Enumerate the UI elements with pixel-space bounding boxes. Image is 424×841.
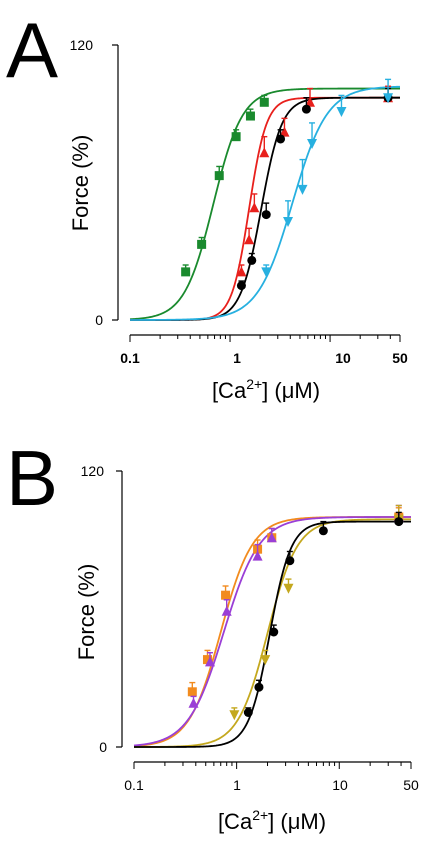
y-tick-label-top: 120 bbox=[81, 463, 105, 479]
data-point-3-4 bbox=[318, 526, 328, 536]
data-point-1-5 bbox=[305, 96, 316, 107]
data-point-1-2 bbox=[249, 202, 260, 213]
data-point-2-0 bbox=[229, 710, 240, 721]
data-point-2-1 bbox=[260, 655, 271, 666]
data-point-0-0 bbox=[187, 687, 197, 697]
x-tick-label-1: 1 bbox=[233, 350, 241, 366]
x-tick-label-1: 1 bbox=[233, 777, 241, 793]
fit-curve-1 bbox=[133, 516, 411, 747]
panel-letter-b: B bbox=[6, 434, 58, 522]
data-point-1-3 bbox=[259, 147, 270, 158]
y-tick-label-bottom: 0 bbox=[95, 312, 103, 328]
data-point-2-2 bbox=[261, 210, 271, 220]
x-tick-label-2: 10 bbox=[335, 350, 351, 366]
fit-curve-3 bbox=[134, 520, 411, 748]
data-point-2-4 bbox=[301, 104, 311, 114]
fit-curve-3 bbox=[130, 85, 401, 321]
data-point-3-1 bbox=[254, 682, 264, 692]
data-point-1-4 bbox=[266, 532, 277, 543]
data-point-2-3 bbox=[276, 134, 286, 144]
x-tick-label-0: 0.1 bbox=[124, 777, 144, 793]
data-point-0-2 bbox=[214, 171, 224, 181]
data-point-3-3 bbox=[307, 139, 318, 150]
y-tick-label-bottom: 0 bbox=[99, 739, 107, 755]
x-tick-label-0: 0.1 bbox=[120, 350, 140, 366]
plot-area-b bbox=[116, 470, 412, 769]
fit-curve-0 bbox=[129, 87, 400, 321]
data-point-0-4 bbox=[245, 111, 255, 121]
data-point-1-0 bbox=[188, 697, 199, 708]
x-axis-label: [Ca2+] (μM) bbox=[218, 807, 326, 834]
data-point-2-0 bbox=[236, 281, 246, 291]
y-tick-label-top: 120 bbox=[70, 37, 94, 53]
data-point-0-3 bbox=[231, 132, 241, 142]
data-point-3-0 bbox=[243, 708, 253, 717]
x-tick-label-3: 50 bbox=[403, 777, 419, 793]
data-point-3-4 bbox=[336, 106, 347, 117]
data-point-3-2 bbox=[297, 184, 308, 195]
data-point-3-1 bbox=[283, 216, 294, 227]
x-tick-label-3: 50 bbox=[392, 350, 408, 366]
data-point-1-1 bbox=[204, 656, 215, 667]
panel-letter-a: A bbox=[6, 6, 58, 94]
data-point-3-5 bbox=[394, 517, 404, 527]
y-axis-label: Force (%) bbox=[68, 135, 93, 232]
data-point-1-3 bbox=[252, 550, 263, 561]
y-axis-label: Force (%) bbox=[74, 564, 99, 661]
x-tick-label-2: 10 bbox=[332, 777, 348, 793]
panel-b: B 120 0 0.1 1 10 50 Force (%) [Ca2+] (μM… bbox=[6, 434, 419, 834]
data-point-2-1 bbox=[247, 255, 257, 265]
data-point-2-2 bbox=[283, 583, 294, 594]
data-point-0-5 bbox=[259, 97, 269, 107]
data-point-0-2 bbox=[221, 590, 231, 600]
fit-curve-1 bbox=[130, 96, 400, 321]
data-point-3-0 bbox=[261, 267, 272, 278]
data-point-3-3 bbox=[285, 556, 295, 566]
data-point-0-1 bbox=[202, 655, 212, 665]
panel-a: A 120 0 0.1 1 10 50 Force (%) [Ca2+] (μM… bbox=[6, 6, 408, 403]
data-point-1-4 bbox=[279, 126, 290, 137]
data-point-1-1 bbox=[244, 234, 255, 245]
data-point-0-1 bbox=[197, 239, 207, 249]
data-point-0-0 bbox=[181, 267, 191, 277]
data-point-1-2 bbox=[221, 605, 232, 616]
data-point-1-0 bbox=[236, 266, 247, 277]
plot-area-a bbox=[112, 44, 401, 342]
data-point-3-5 bbox=[383, 93, 394, 104]
x-axis-label: [Ca2+] (μM) bbox=[212, 376, 320, 403]
data-point-3-2 bbox=[269, 627, 279, 637]
